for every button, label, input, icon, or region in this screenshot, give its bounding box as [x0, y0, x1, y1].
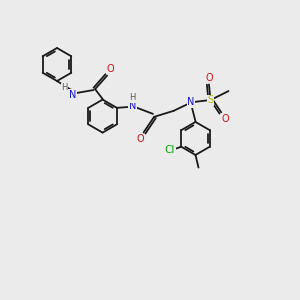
Text: O: O: [205, 73, 213, 83]
Text: N: N: [69, 89, 76, 100]
Text: N: N: [187, 98, 195, 107]
Text: O: O: [106, 64, 114, 74]
Text: O: O: [221, 114, 229, 124]
Text: Cl: Cl: [165, 145, 175, 155]
Text: N: N: [129, 101, 136, 111]
Text: H: H: [129, 94, 136, 103]
Text: S: S: [207, 95, 214, 105]
Text: H: H: [61, 83, 68, 92]
Text: O: O: [137, 134, 144, 144]
